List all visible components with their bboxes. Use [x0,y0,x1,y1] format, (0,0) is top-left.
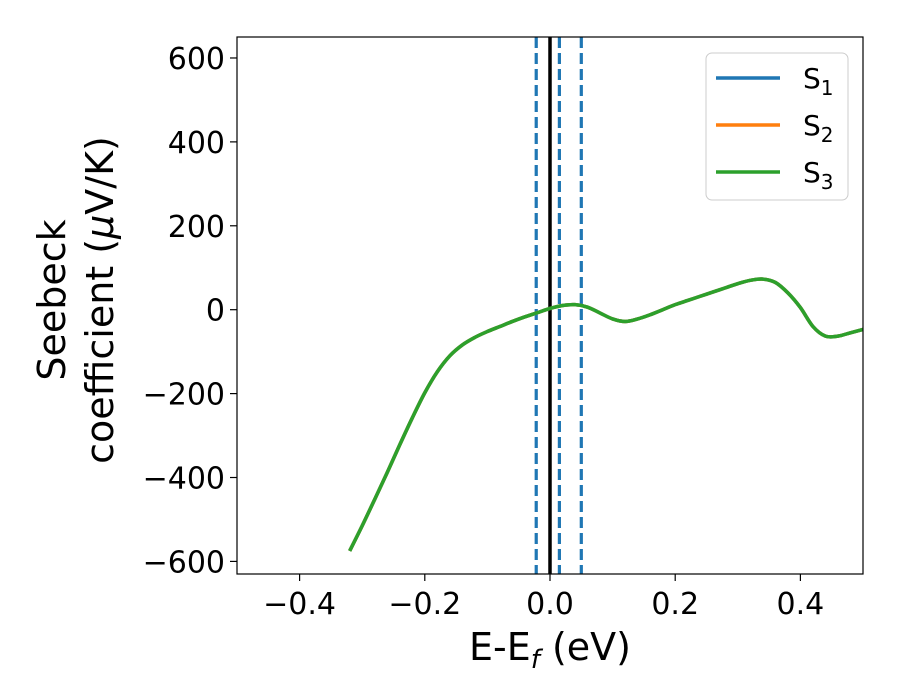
legend-label-s2: S2 [803,109,834,147]
y-tick-label: 200 [168,210,225,245]
y-tick-label: −400 [143,462,225,497]
y-axis-label: Seebeck coefficient (μV/K) [30,136,122,464]
y-tick-label: 600 [168,42,225,77]
series-line-s1 [348,277,863,552]
x-tick-label: 0.0 [526,587,574,622]
x-tick-label: −0.2 [388,587,461,622]
legend-label-s1: S1 [803,62,834,100]
legend: S1 S2 S3 [705,52,849,201]
y-tick-label: −600 [143,545,225,580]
x-tick-label: 0.4 [777,587,825,622]
series-line-s2 [348,277,863,552]
y-axis-label-line2: coefficient (μV/K) [78,136,122,464]
legend-label-s3: S3 [803,156,834,194]
y-tick-label: −200 [143,378,225,413]
y-axis-label-line1: Seebeck [30,219,74,380]
x-tick-label: 0.2 [651,587,699,622]
y-tick-label: 400 [168,126,225,161]
vertical-lines [534,37,583,574]
x-axis-label: E-Ef (eV) [469,625,631,675]
y-tick-label: 0 [206,294,225,329]
x-axis-ticks: −0.4 −0.2 0.0 0.2 0.4 [263,574,824,622]
y-axis-ticks: −600 −400 −200 0 200 400 600 [143,42,237,580]
series-line-s3 [348,277,863,552]
series-layer [348,277,863,552]
x-tick-label: −0.4 [263,587,336,622]
